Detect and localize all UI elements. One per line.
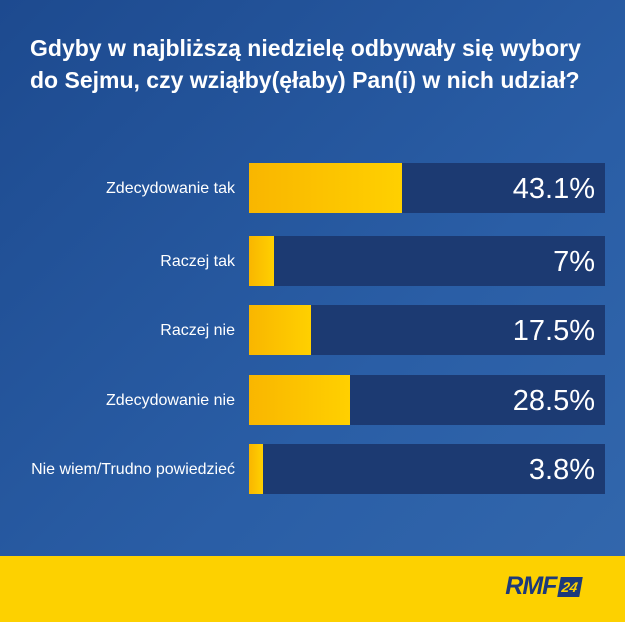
bar-row: Raczej tak 7% (0, 236, 625, 286)
category-label: Raczej nie (160, 321, 235, 339)
chart-title: Gdyby w najbliższą niedzielę odbywały si… (30, 35, 581, 93)
bar (249, 163, 403, 213)
value-label: 3.8% (528, 454, 595, 486)
value-label: 7% (553, 246, 595, 278)
bar-track: 7% (249, 236, 605, 286)
value-label: 17.5% (512, 315, 595, 347)
category-label: Zdecydowanie tak (106, 179, 235, 197)
category-label: Nie wiem/Trudno powiedzieć (31, 460, 235, 478)
category-label: Zdecydowanie nie (106, 391, 235, 409)
rmf24-logo: RMF 24 (505, 572, 583, 601)
value-label: 43.1% (512, 173, 595, 205)
bar-track: 43.1% (249, 163, 605, 213)
bar-row: Nie wiem/Trudno powiedzieć 3.8% (0, 444, 625, 494)
footer: RMF 24 (0, 556, 625, 622)
bar (249, 236, 274, 286)
logo-badge: 24 (557, 576, 583, 597)
logo-text: RMF (505, 572, 557, 600)
category-label: Raczej tak (160, 252, 235, 270)
bar-row: Raczej nie 17.5% (0, 305, 625, 355)
bar (249, 375, 351, 425)
bar-row: Zdecydowanie tak 43.1% (0, 163, 625, 213)
bar-track: 17.5% (249, 305, 605, 355)
bar-track: 28.5% (249, 375, 605, 425)
bar (249, 305, 312, 355)
bar-track: 3.8% (249, 444, 605, 494)
bar (249, 444, 263, 494)
bar-row: Zdecydowanie nie 28.5% (0, 375, 625, 425)
value-label: 28.5% (512, 385, 595, 417)
